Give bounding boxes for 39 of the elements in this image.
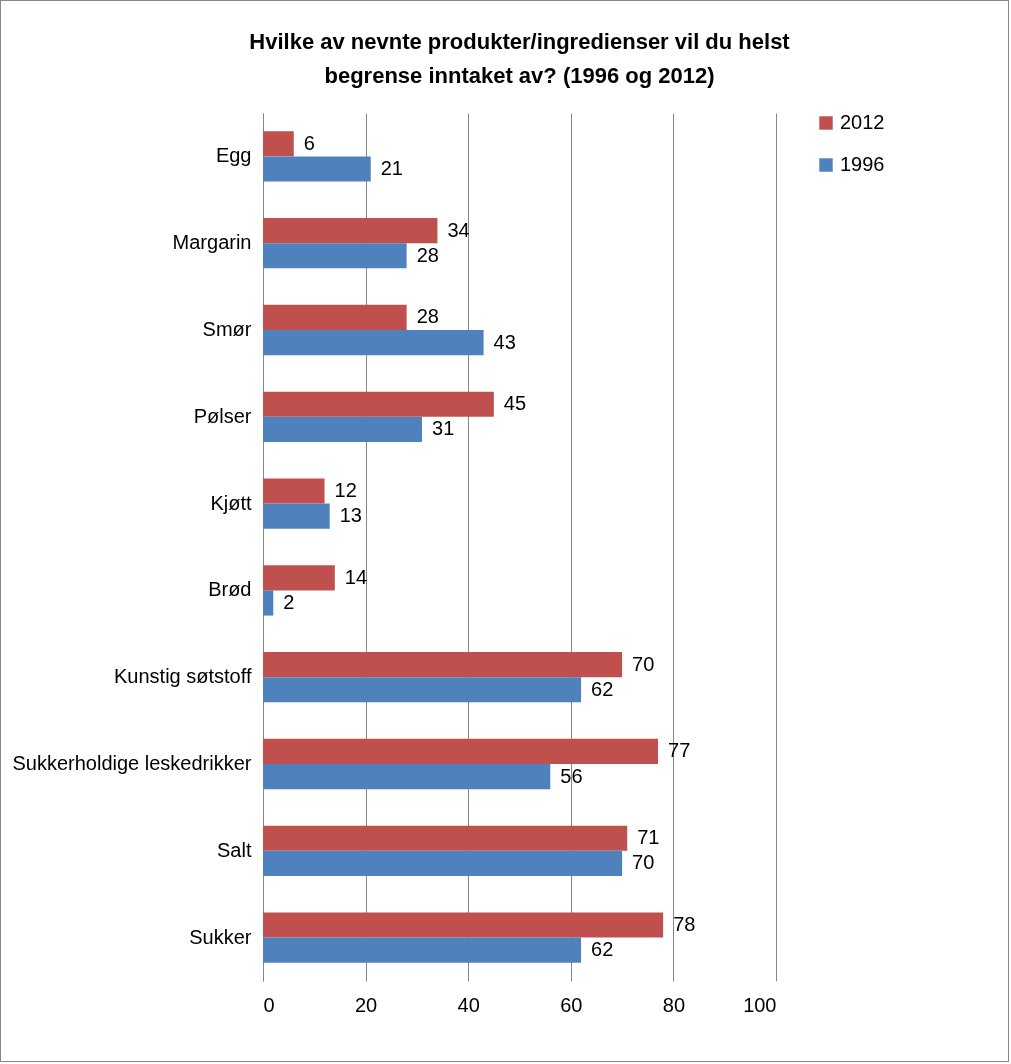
x-tick-label: 80 (662, 993, 686, 1016)
data-label: 56 (560, 764, 583, 787)
x-tick-label: 60 (560, 993, 583, 1016)
data-label: 70 (632, 652, 655, 675)
y-tick-label: Sukker (189, 925, 252, 948)
y-tick-label: Kunstig søtstoff (114, 665, 252, 688)
y-tick-label: Pølser (193, 404, 252, 427)
data-label: 62 (591, 677, 614, 700)
x-tick-label: 100 (743, 993, 777, 1016)
x-tick-label: 20 (354, 993, 378, 1016)
y-tick-label: Smør (202, 318, 252, 340)
x-tick-label: 40 (457, 993, 480, 1016)
y-tick-label: Kjøtt (210, 491, 252, 514)
data-label: 2 (283, 590, 295, 613)
data-label: 13 (339, 504, 362, 527)
y-tick-label: Egg (215, 144, 252, 167)
y-tick-label: Margarin (172, 231, 252, 254)
data-label: 71 (637, 826, 660, 849)
data-label: 70 (632, 851, 655, 874)
data-label: 14 (344, 565, 368, 588)
data-label: 6 (303, 131, 315, 154)
data-label: 28 (416, 305, 439, 328)
data-label: 45 (503, 392, 527, 415)
data-label: 62 (591, 938, 614, 961)
chart-title: Hvilke av nevnte produkter/ingredienser vil du helst begrense inntaket av? (1996 og 2012) (249, 29, 791, 88)
data-label: 31 (432, 417, 455, 440)
data-label: 21 (380, 156, 403, 179)
data-label: 12 (334, 479, 357, 502)
data-label: 77 (668, 739, 691, 762)
data-label: 78 (673, 913, 696, 936)
data-label: 43 (493, 330, 516, 353)
data-label: 28 (416, 243, 439, 266)
y-tick-label: Brød (208, 578, 252, 601)
legend-label: 2012 (840, 111, 885, 133)
x-tick-label: 0 (263, 993, 275, 1016)
data-label: 34 (447, 218, 470, 241)
y-tick-label: Salt (217, 838, 252, 861)
legend-label: 1996 (840, 153, 885, 175)
y-tick-label: Sukkerholdige leskedrikker (12, 752, 252, 774)
